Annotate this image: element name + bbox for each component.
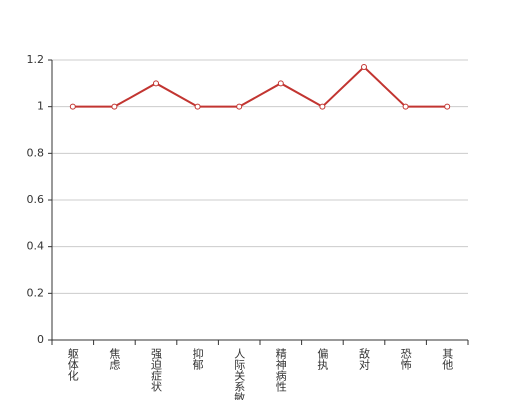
y-tick-label: 0 <box>37 333 44 346</box>
point <box>69 103 76 110</box>
point <box>319 103 326 110</box>
line <box>72 65 448 108</box>
y-tick-label: 0.4 <box>27 240 45 253</box>
x-tick-label: 强迫症状 <box>150 348 163 392</box>
point <box>153 80 159 87</box>
x-tick-label: 人际关系敏感 <box>233 348 246 400</box>
x-tick-label: 其他 <box>441 348 454 370</box>
y-tick-label: 0.2 <box>27 286 45 299</box>
y-tick-label: 1 <box>37 100 44 113</box>
point <box>111 103 118 110</box>
point <box>402 103 409 110</box>
x-tick-label: 躯体化 <box>66 348 79 382</box>
y-tick-label: 1.2 <box>27 53 45 66</box>
x-tick-label: 偏执 <box>316 347 329 371</box>
x-tick-label: 精神病性 <box>274 348 287 393</box>
point <box>361 64 367 70</box>
point <box>194 103 201 110</box>
point <box>277 80 284 87</box>
y-tick-label: 0.6 <box>27 193 45 206</box>
y-tick-label: 0.8 <box>27 146 45 159</box>
x-tick-label: 抑郁 <box>191 347 204 370</box>
x-tick-label: 敌对 <box>358 347 371 370</box>
point <box>444 103 451 110</box>
x-tick-label: 恐怖 <box>399 348 412 370</box>
x-tick-label: 焦虑 <box>108 348 121 370</box>
point <box>236 103 243 110</box>
